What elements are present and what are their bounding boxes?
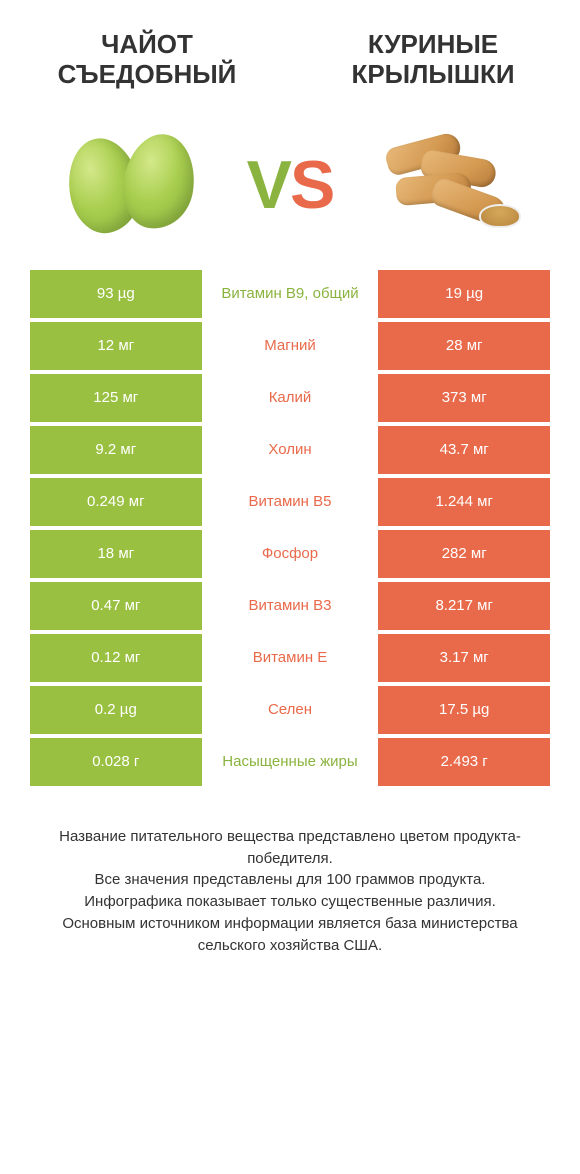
right-value-cell: 28 мг	[378, 322, 550, 370]
table-row: 0.47 мгВитамин B38.217 мг	[30, 582, 550, 630]
infographic-container: ЧАЙОТ СЪЕДОБНЫЙ КУРИНЫЕ КРЫЛЫШКИ V S 93 …	[0, 0, 580, 976]
left-value-cell: 12 мг	[30, 322, 202, 370]
table-row: 9.2 мгХолин43.7 мг	[30, 426, 550, 474]
left-value-cell: 0.028 г	[30, 738, 202, 786]
right-value-cell: 1.244 мг	[378, 478, 550, 526]
table-row: 12 мгМагний28 мг	[30, 322, 550, 370]
right-product-image	[362, 130, 530, 240]
nutrient-table: 93 µgВитамин B9, общий19 µg12 мгМагний28…	[30, 270, 550, 786]
table-row: 0.12 мгВитамин E3.17 мг	[30, 634, 550, 682]
right-product-title: КУРИНЫЕ КРЫЛЫШКИ	[316, 30, 550, 90]
right-value-cell: 2.493 г	[378, 738, 550, 786]
nutrient-label-cell: Витамин B3	[202, 582, 379, 630]
left-value-cell: 18 мг	[30, 530, 202, 578]
right-value-cell: 3.17 мг	[378, 634, 550, 682]
nutrient-label-cell: Магний	[202, 322, 379, 370]
nutrient-label-cell: Витамин E	[202, 634, 379, 682]
table-row: 18 мгФосфор282 мг	[30, 530, 550, 578]
nutrient-label-cell: Насыщенные жиры	[202, 738, 379, 786]
hero-row: V S	[30, 130, 550, 240]
nutrient-label-cell: Селен	[202, 686, 379, 734]
table-row: 93 µgВитамин B9, общий19 µg	[30, 270, 550, 318]
table-row: 0.249 мгВитамин B51.244 мг	[30, 478, 550, 526]
nutrient-label-cell: Витамин B9, общий	[202, 270, 379, 318]
left-value-cell: 0.249 мг	[30, 478, 202, 526]
footer-line: Инфографика показывает только существенн…	[40, 891, 540, 913]
right-value-cell: 19 µg	[378, 270, 550, 318]
right-value-cell: 8.217 мг	[378, 582, 550, 630]
right-value-cell: 43.7 мг	[378, 426, 550, 474]
vs-letter-v: V	[247, 146, 290, 224]
wings-illustration	[366, 130, 526, 240]
nutrient-label-cell: Холин	[202, 426, 379, 474]
footer-line: Основным источником информации является …	[40, 913, 540, 957]
footer-notes: Название питательного вещества представл…	[30, 826, 550, 957]
right-value-cell: 282 мг	[378, 530, 550, 578]
left-value-cell: 0.12 мг	[30, 634, 202, 682]
left-value-cell: 9.2 мг	[30, 426, 202, 474]
header: ЧАЙОТ СЪЕДОБНЫЙ КУРИНЫЕ КРЫЛЫШКИ	[30, 30, 550, 90]
vs-letter-s: S	[290, 146, 333, 224]
right-value-cell: 373 мг	[378, 374, 550, 422]
nutrient-label-cell: Витамин B5	[202, 478, 379, 526]
table-row: 125 мгКалий373 мг	[30, 374, 550, 422]
left-value-cell: 93 µg	[30, 270, 202, 318]
footer-line: Все значения представлены для 100 граммо…	[40, 869, 540, 891]
right-value-cell: 17.5 µg	[378, 686, 550, 734]
nutrient-label-cell: Калий	[202, 374, 379, 422]
nutrient-label-cell: Фосфор	[202, 530, 379, 578]
table-row: 0.2 µgСелен17.5 µg	[30, 686, 550, 734]
vs-label: V S	[247, 146, 334, 224]
left-product-title: ЧАЙОТ СЪЕДОБНЫЙ	[30, 30, 264, 90]
left-value-cell: 125 мг	[30, 374, 202, 422]
left-product-image	[50, 130, 218, 240]
left-value-cell: 0.47 мг	[30, 582, 202, 630]
footer-line: Название питательного вещества представл…	[40, 826, 540, 870]
chayote-illustration	[59, 130, 209, 240]
left-value-cell: 0.2 µg	[30, 686, 202, 734]
table-row: 0.028 гНасыщенные жиры2.493 г	[30, 738, 550, 786]
